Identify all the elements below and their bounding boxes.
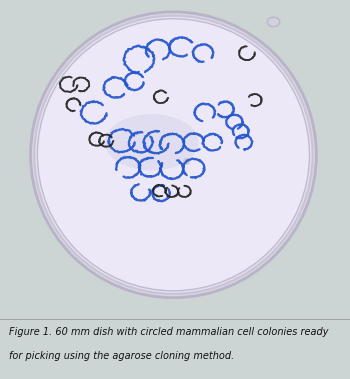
Ellipse shape (34, 16, 313, 294)
Text: for picking using the agarose cloning method.: for picking using the agarose cloning me… (9, 351, 234, 361)
Ellipse shape (37, 19, 309, 291)
Text: Figure 1. 60 mm dish with circled mammalian cell colonies ready: Figure 1. 60 mm dish with circled mammal… (9, 327, 328, 337)
Ellipse shape (30, 12, 316, 298)
Ellipse shape (105, 114, 198, 171)
Ellipse shape (267, 17, 280, 27)
